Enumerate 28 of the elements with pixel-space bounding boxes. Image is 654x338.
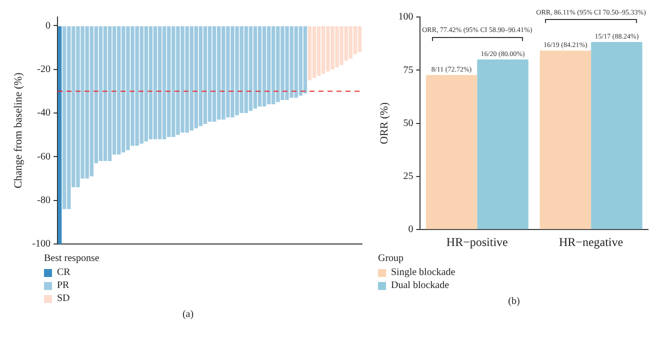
x-tick-label: HR−positive bbox=[446, 234, 508, 249]
legend-label: Dual blockade bbox=[391, 280, 450, 291]
bar bbox=[540, 50, 592, 230]
y-tick-label: 100 bbox=[398, 12, 414, 23]
bar bbox=[426, 75, 478, 230]
legend-label: SD bbox=[57, 293, 70, 304]
y-axis-title: ORR (%) bbox=[378, 102, 390, 144]
text: (a) bbox=[181, 309, 195, 320]
text: (b) bbox=[507, 296, 521, 307]
y-tick-label: -80 bbox=[37, 194, 51, 206]
legend-title: Group bbox=[378, 253, 405, 264]
legend-label: CR bbox=[57, 267, 70, 278]
y-tick-label: 0 bbox=[408, 224, 414, 236]
y-tick-label: -40 bbox=[37, 108, 51, 119]
legend-label: PR bbox=[57, 280, 70, 291]
y-tick-label: 0 bbox=[46, 20, 51, 32]
y-tick-label: -60 bbox=[37, 151, 51, 162]
x-tick-label: HR−negative bbox=[559, 234, 624, 249]
bar bbox=[591, 42, 642, 230]
y-tick-label: 75 bbox=[403, 64, 414, 76]
legend-title: Best response bbox=[44, 253, 100, 264]
y-tick-label: 50 bbox=[403, 118, 414, 129]
y-tick-label: -100 bbox=[32, 238, 51, 250]
legend-label: Single blockade bbox=[391, 267, 456, 278]
y-tick-label: -20 bbox=[37, 64, 51, 76]
y-tick-label: 25 bbox=[403, 171, 414, 182]
y-axis-title: Change from baseline (%) bbox=[12, 72, 24, 188]
bar bbox=[477, 60, 528, 230]
